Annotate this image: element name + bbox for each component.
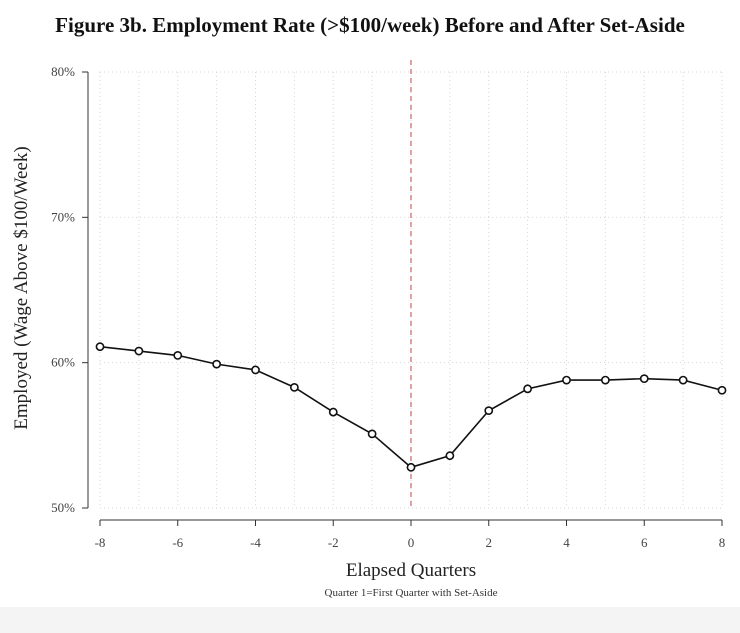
y-tick-label: 70% [51, 209, 75, 224]
data-point [328, 407, 338, 417]
y-tick-label: 50% [51, 500, 75, 515]
data-point [289, 382, 299, 392]
x-tick-label: -4 [250, 535, 261, 550]
y-axis-ticks: 50% 60% 70% 80% [51, 64, 88, 515]
data-point [173, 350, 183, 360]
data-point [484, 406, 494, 416]
data-point [367, 429, 377, 439]
y-tick-label: 80% [51, 64, 75, 79]
series-points [95, 342, 727, 472]
data-point [445, 451, 455, 461]
x-tick-label: 8 [719, 535, 726, 550]
x-tick-label: 4 [563, 535, 570, 550]
x-tick-label: 6 [641, 535, 648, 550]
data-point [678, 375, 688, 385]
data-point [251, 365, 260, 375]
data-point [600, 375, 610, 385]
x-axis-label: Elapsed Quarters [346, 560, 476, 581]
x-tick-label: -2 [328, 535, 339, 550]
data-point [562, 375, 571, 385]
x-tick-label: -8 [95, 535, 106, 550]
footer-band [0, 607, 740, 633]
chart-title: Figure 3b. Employment Rate (>$100/week) … [55, 13, 685, 37]
data-point [523, 384, 533, 394]
y-axis-label: Employed (Wage Above $100/Week) [11, 146, 32, 429]
x-axis-ticks: -8 -6 -4 -2 0 2 4 6 8 [95, 520, 726, 550]
data-point [134, 346, 144, 356]
data-point [406, 462, 416, 472]
chart-note: Quarter 1=First Quarter with Set-Aside [325, 587, 498, 599]
x-tick-label: 0 [408, 535, 415, 550]
vertical-gridlines [99, 72, 723, 508]
data-point [717, 385, 727, 395]
data-point [95, 342, 105, 352]
x-tick-label: -6 [172, 535, 183, 550]
y-tick-label: 60% [51, 355, 75, 370]
data-point [212, 359, 222, 369]
x-tick-label: 2 [486, 535, 493, 550]
data-point [639, 374, 649, 384]
